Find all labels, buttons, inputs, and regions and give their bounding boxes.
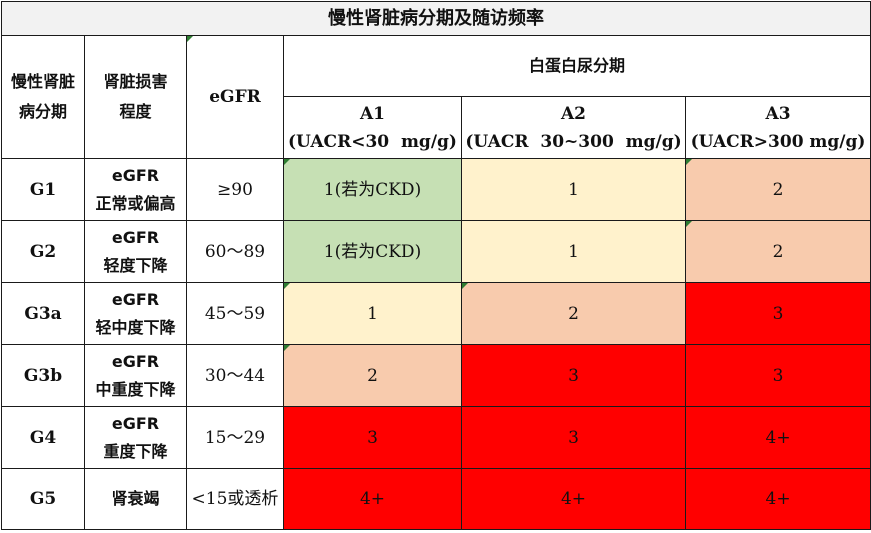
damage-line-1: eGFR (111, 351, 160, 371)
frequency-cell-a1: 1 (283, 282, 462, 345)
damage-cell: eGFR 中重度下降 (84, 344, 187, 407)
table-row-g3b: G3b eGFR 中重度下降 30～44 2 3 3 (1, 344, 871, 407)
stage-cell: G5 (1, 468, 85, 530)
stage-cell: G3a (1, 282, 85, 345)
damage-line-2: 中重度下降 (95, 379, 176, 399)
frequency-cell-a1: 1(若为CKD) (283, 220, 462, 283)
frequency-cell-a2: 2 (461, 282, 686, 345)
stage-cell: G3b (1, 344, 85, 407)
damage-line-1: eGFR (111, 289, 160, 309)
damage-header-line-1: 肾脏损害 (103, 72, 168, 91)
damage-header: 肾脏损害 程度 (84, 35, 187, 159)
table-row-g4: G4 eGFR 重度下降 15～29 3 3 4+ (1, 406, 871, 469)
egfr-cell: 60～89 (186, 220, 284, 283)
egfr-cell: 45～59 (186, 282, 284, 345)
frequency-cell-a2: 3 (461, 344, 686, 407)
stage-cell: G1 (1, 158, 85, 221)
category-a2-range: (UACR 30~300 mg/g) (465, 131, 682, 152)
egfr-cell: ≥90 (186, 158, 284, 221)
frequency-cell-a3: 2 (684, 158, 871, 221)
frequency-cell-a2: 3 (461, 406, 686, 469)
damage-line-1: eGFR (111, 413, 160, 433)
damage-line-2: 轻中度下降 (95, 317, 176, 337)
albuminuria-header: 白蛋白尿分期 (282, 35, 871, 97)
damage-line-1: eGFR (111, 227, 160, 247)
damage-cell: eGFR 重度下降 (84, 406, 187, 469)
egfr-cell: <15或透析 (186, 468, 284, 530)
frequency-cell-a3: 4+ (684, 406, 871, 469)
frequency-cell-a3: 2 (684, 220, 871, 283)
stage-cell: G4 (1, 406, 85, 469)
frequency-cell-a2: 1 (461, 158, 686, 221)
damage-cell: eGFR 轻度下降 (84, 220, 187, 283)
egfr-header: eGFR (186, 35, 284, 159)
table-row-g3a: G3a eGFR 轻中度下降 45～59 1 2 3 (1, 282, 871, 345)
damage-header-line-2: 程度 (119, 102, 152, 121)
frequency-cell-a1: 4+ (283, 468, 462, 530)
damage-cell: eGFR 轻中度下降 (84, 282, 187, 345)
frequency-cell-a3: 3 (684, 282, 871, 345)
category-a1-code: A1 (359, 103, 386, 124)
egfr-cell: 30～44 (186, 344, 284, 407)
category-a2-code: A2 (560, 103, 587, 124)
frequency-cell-a1: 1(若为CKD) (283, 158, 462, 221)
category-a1-range: (UACR<30 mg/g) (288, 131, 457, 152)
stage-cell: G2 (1, 220, 85, 283)
stage-header-line-2: 病分期 (18, 102, 67, 121)
table-row-g1: G1 eGFR 正常或偏高 ≥90 1(若为CKD) 1 2 (1, 158, 871, 221)
frequency-cell-a1: 2 (283, 344, 462, 407)
frequency-cell-a1: 3 (283, 406, 462, 469)
damage-line-2: 正常或偏高 (95, 193, 176, 213)
damage-cell: eGFR 正常或偏高 (84, 158, 187, 221)
egfr-cell: 15～29 (186, 406, 284, 469)
table-row-g5: G5 肾衰竭 <15或透析 4+ 4+ 4+ (1, 468, 871, 530)
category-a1-header: A1 (UACR<30 mg/g) (283, 96, 462, 159)
table-title: 慢性肾脏病分期及随访频率 (0, 1, 871, 36)
category-a3-header: A3 (UACR>300 mg/g) (684, 96, 871, 159)
damage-line-2: 轻度下降 (103, 255, 168, 275)
category-a3-range: (UACR>300 mg/g) (690, 131, 866, 152)
table-row-g2: G2 eGFR 轻度下降 60～89 1(若为CKD) 1 2 (1, 220, 871, 283)
frequency-cell-a3: 3 (684, 344, 871, 407)
frequency-cell-a2: 4+ (461, 468, 686, 530)
frequency-cell-a3: 4+ (684, 468, 871, 530)
damage-line-1: eGFR (111, 165, 160, 185)
stage-header-line-1: 慢性肾脏 (10, 72, 75, 91)
category-a2-header: A2 (UACR 30~300 mg/g) (461, 96, 686, 159)
damage-cell: 肾衰竭 (84, 468, 187, 530)
frequency-cell-a2: 1 (461, 220, 686, 283)
damage-line-2: 重度下降 (103, 441, 168, 461)
category-a3-code: A3 (765, 103, 791, 124)
stage-header: 慢性肾脏 病分期 (1, 35, 85, 159)
